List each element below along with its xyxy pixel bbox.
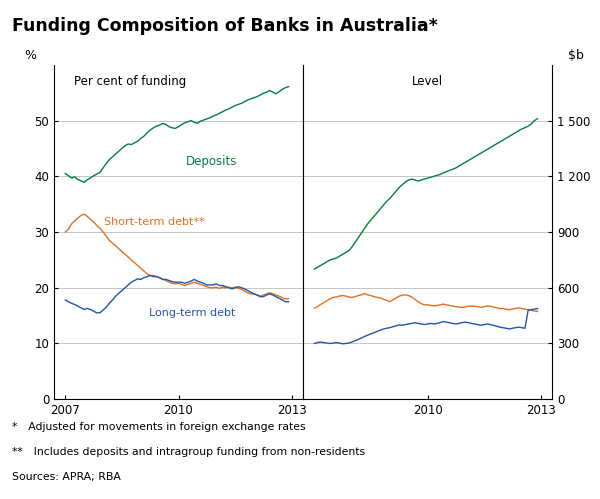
- Text: Deposits: Deposits: [186, 155, 238, 168]
- Text: * Adjusted for movements in foreign exchange rates: * Adjusted for movements in foreign exch…: [12, 422, 305, 432]
- Text: Per cent of funding: Per cent of funding: [74, 75, 186, 88]
- Text: Level: Level: [412, 75, 443, 88]
- Text: ** Includes deposits and intragroup funding from non-residents: ** Includes deposits and intragroup fund…: [12, 447, 365, 457]
- Text: Long-term debt: Long-term debt: [149, 307, 235, 318]
- Text: $b: $b: [568, 48, 584, 61]
- Text: Sources: APRA; RBA: Sources: APRA; RBA: [12, 472, 121, 482]
- Text: Funding Composition of Banks in Australia*: Funding Composition of Banks in Australi…: [12, 17, 438, 35]
- Text: %: %: [24, 48, 36, 61]
- Text: Short-term debt**: Short-term debt**: [104, 218, 205, 228]
